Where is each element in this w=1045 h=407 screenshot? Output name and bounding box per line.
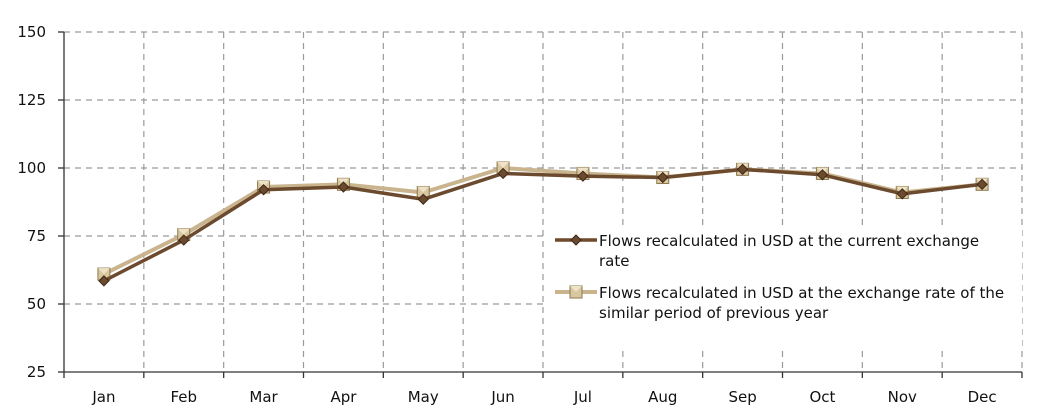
square-marker-highlight <box>257 181 270 188</box>
x-tick-label: Apr <box>330 388 357 406</box>
square-marker-highlight <box>97 268 110 275</box>
x-tick-label: Jul <box>573 388 592 406</box>
legend-label-1: rate <box>599 252 629 270</box>
square-marker-highlight <box>337 178 350 185</box>
x-tick-label: Oct <box>809 388 835 406</box>
x-tick-label: May <box>408 388 439 406</box>
legend-box <box>548 226 1022 346</box>
square-marker-highlight <box>497 162 510 168</box>
square-marker-highlight <box>576 167 589 174</box>
y-tick-label: 125 <box>17 91 46 109</box>
series-1-point <box>736 163 749 176</box>
series-1-point <box>816 169 829 181</box>
x-tick-label: Sep <box>728 388 756 406</box>
x-tick-label: Jun <box>490 388 514 406</box>
series-1-point <box>896 188 908 200</box>
series-1-point <box>417 193 429 205</box>
y-tick-label: 75 <box>27 227 46 245</box>
y-tick-labels: 25 50 75 100 125 150 <box>17 23 46 381</box>
y-tick-label: 50 <box>27 295 46 313</box>
series-1-point <box>178 234 190 246</box>
series-1-point <box>657 171 669 184</box>
x-tick-label: Aug <box>648 388 677 406</box>
x-tick-label: Mar <box>249 388 278 406</box>
series-1-point <box>257 184 270 196</box>
square-marker-highlight <box>417 186 430 193</box>
legend-swatch-marker-1 <box>570 234 582 246</box>
series-2-point <box>97 267 111 281</box>
legend-label-1: Flows recalculated in USD at the current… <box>599 232 979 250</box>
series-1-point <box>976 178 988 191</box>
series-2-point <box>416 185 430 199</box>
square-marker-highlight <box>177 228 190 235</box>
series-group <box>97 161 989 287</box>
y-tick-label: 150 <box>17 23 46 41</box>
x-tick-labels: Jan Feb Mar Apr May Jun Jul Aug Sep Oct Nov Dec <box>91 388 996 406</box>
y-tick-label: 25 <box>27 363 46 381</box>
legend: Flows recalculated in USD at the current… <box>548 226 1022 346</box>
series-1-point <box>577 170 589 182</box>
series-line-1 <box>103 167 983 283</box>
x-tick-label: Feb <box>170 388 197 406</box>
axes <box>58 31 1023 378</box>
square-marker-highlight <box>570 286 582 292</box>
x-tick-label: Dec <box>968 388 997 406</box>
x-tick-label: Nov <box>888 388 917 406</box>
gridlines <box>64 31 1023 372</box>
legend-swatch-marker-2 <box>569 285 583 299</box>
y-tick-label: 100 <box>17 159 46 177</box>
x-tick-label: Jan <box>91 388 115 406</box>
series-1-point <box>98 275 110 287</box>
series-1-point <box>497 167 509 180</box>
series-1-point <box>337 181 350 193</box>
legend-label-2: Flows recalculated in USD at the exchang… <box>599 284 1004 302</box>
legend-label-2: similar period of previous year <box>599 304 829 322</box>
